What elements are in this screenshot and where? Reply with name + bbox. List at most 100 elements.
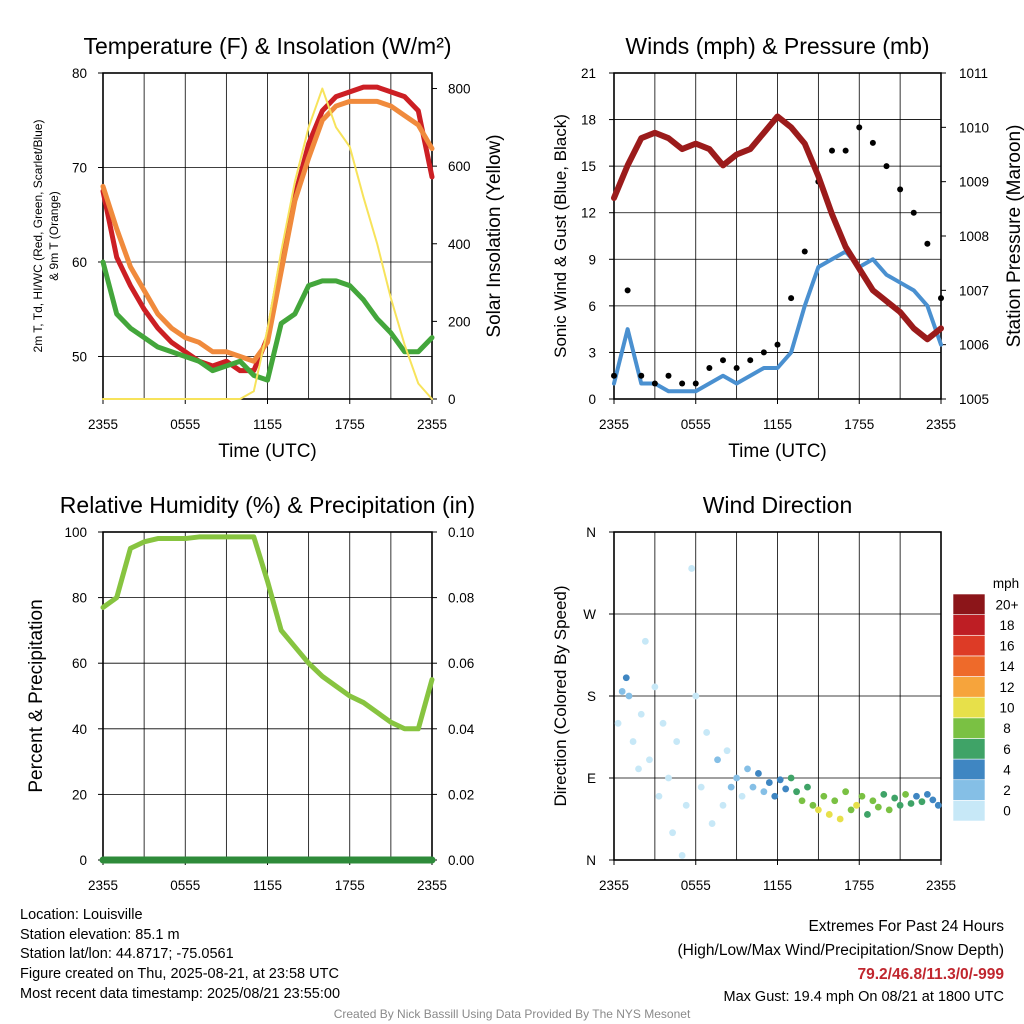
direction-point	[618, 688, 626, 695]
y-tick-label: W	[583, 607, 596, 622]
direction-point	[708, 820, 716, 827]
gust-point	[760, 349, 767, 356]
y-axis-label: Sonic Wind & Gust (Blue, Black)	[551, 114, 570, 358]
series-station-pressure	[611, 113, 944, 343]
series-solar-insolation	[102, 87, 433, 400]
x-tick-label: 2355	[88, 417, 118, 432]
y-tick-label: 3	[588, 345, 596, 360]
y-tick-label: N	[586, 525, 596, 540]
x-tick-label: 1155	[253, 417, 282, 432]
y-tick-label: S	[587, 689, 596, 704]
x-tick-label: 2355	[599, 878, 629, 893]
y-tick-label: N	[586, 853, 596, 868]
station-latlon: Station lat/lon: 44.8717; -75.0561	[20, 946, 234, 963]
extremes-values: 79.2/46.8/11.3/0/-999	[857, 966, 1004, 983]
y2-tick-label: 1010	[959, 120, 989, 135]
direction-point	[853, 801, 860, 809]
x-tick-label: 2355	[417, 878, 447, 893]
colorbar-label: 2	[1003, 783, 1011, 798]
chart-title: Relative Humidity (%) & Precipitation (i…	[60, 492, 475, 518]
direction-point	[659, 719, 667, 727]
y-axis-label-line2: & 9m T (Orange)	[47, 191, 61, 281]
y-tick-label: 70	[72, 160, 87, 175]
y-tick-label: 80	[72, 66, 87, 81]
y-axis-label: Direction (Colored By Speed)	[551, 585, 570, 806]
y2-tick-label: 1008	[959, 229, 989, 244]
y-tick-label: 0	[79, 853, 87, 868]
x-tick-label: 1755	[335, 417, 365, 432]
direction-point	[641, 637, 649, 645]
y2-tick-label: 1007	[959, 283, 989, 298]
y2-tick-label: 0.00	[448, 853, 474, 868]
direction-point	[760, 788, 768, 796]
x-tick-label: 0555	[170, 417, 200, 432]
station-info: Location: Louisville Station elevation: …	[20, 906, 340, 1005]
gust-point	[897, 186, 904, 193]
gust-point	[924, 240, 931, 247]
colorbar-swatch	[952, 758, 986, 781]
gust-point	[842, 147, 849, 154]
colorbar-label: 10	[999, 701, 1014, 716]
y2-axis-label: Solar Insolation (Yellow)	[484, 134, 505, 337]
gust-point	[747, 357, 754, 364]
panel-winds	[613, 72, 942, 404]
colorbar-swatch	[952, 614, 986, 636]
colorbar-swatch	[952, 800, 986, 822]
gust-point	[869, 139, 876, 146]
y-tick-label: 15	[581, 159, 596, 174]
direction-point	[635, 765, 642, 773]
y-axis-label: Percent & Precipitation	[26, 599, 47, 792]
chart-title: Winds (mph) & Pressure (mb)	[625, 33, 929, 59]
direction-point	[814, 806, 822, 814]
max-gust: Max Gust: 19.4 mph On 08/21 at 1800 UTC	[723, 989, 1004, 1005]
direction-point	[842, 788, 850, 796]
direction-point	[655, 792, 663, 800]
direction-point	[880, 791, 888, 798]
direction-point	[891, 794, 899, 802]
gust-point	[774, 341, 781, 348]
direction-point	[749, 783, 757, 791]
gust-point	[692, 380, 699, 387]
direction-point	[864, 811, 871, 818]
y-tick-label: 60	[72, 255, 87, 270]
y2-tick-label: 1009	[959, 175, 989, 190]
direction-point	[625, 692, 633, 700]
x-tick-label: 1755	[844, 878, 874, 893]
direction-point	[688, 565, 696, 572]
direction-point	[755, 770, 762, 777]
y-tick-label: 80	[72, 591, 87, 606]
direction-point	[885, 806, 893, 814]
y2-tick-label: 0.08	[448, 591, 474, 606]
direction-point	[771, 792, 779, 800]
y2-tick-label: 1005	[959, 392, 989, 407]
gust-point	[638, 372, 645, 379]
x-axis-label: Time (UTC)	[728, 441, 827, 462]
x-axis-label: Time (UTC)	[218, 441, 317, 462]
y2-axis-label: Station Pressure (Maroon)	[1004, 125, 1024, 348]
direction-point	[869, 797, 877, 805]
y-tick-label: 100	[64, 525, 87, 540]
x-tick-label: 1755	[844, 417, 874, 432]
x-tick-label: 2355	[926, 878, 956, 893]
panel-humidity	[102, 531, 433, 865]
station-elevation: Station elevation: 85.1 m	[20, 926, 180, 943]
gust-point	[883, 163, 890, 170]
direction-point	[929, 796, 937, 804]
direction-point	[918, 798, 926, 806]
series-relative-humidity	[100, 534, 435, 732]
colorbar-swatch	[952, 696, 986, 719]
colorbar-swatch	[952, 634, 986, 657]
direction-point	[847, 806, 855, 814]
y2-tick-label: 600	[448, 159, 471, 174]
direction-point	[787, 774, 795, 782]
x-tick-label: 0555	[681, 417, 711, 432]
recent-timestamp: Most recent data timestamp: 2025/08/21 2…	[20, 985, 341, 1002]
y-tick-label: 40	[72, 722, 87, 737]
colorbar-label: 20+	[996, 597, 1019, 612]
y2-tick-label: 0.06	[448, 656, 474, 671]
colorbar-label: 18	[999, 618, 1014, 633]
chart-title: Temperature (F) & Insolation (W/m²)	[83, 33, 451, 59]
direction-point	[836, 815, 844, 823]
direction-point	[673, 738, 681, 745]
gust-point	[788, 295, 795, 302]
